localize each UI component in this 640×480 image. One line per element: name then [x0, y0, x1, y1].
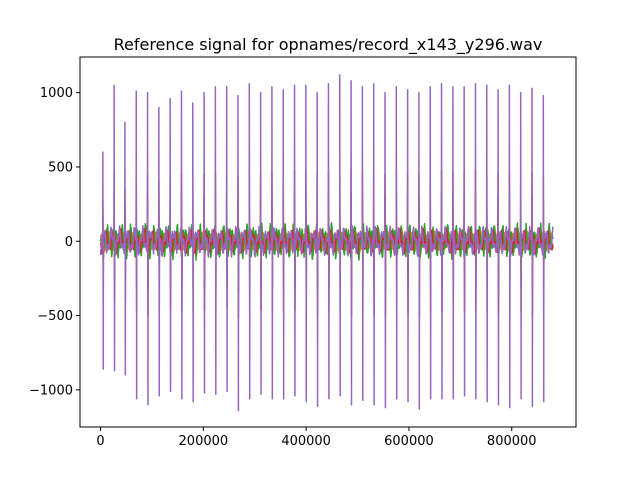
y-tick-label: −1000 [29, 383, 73, 398]
y-tick-label: 0 [65, 235, 73, 250]
y-tick-label: 500 [48, 160, 73, 175]
x-tick-label: 400000 [281, 434, 331, 449]
chart-title: Reference signal for opnames/record_x143… [114, 35, 543, 55]
y-tick-label: −500 [37, 309, 73, 324]
series-line-5 [99, 74, 554, 412]
x-tick-label: 200000 [179, 434, 229, 449]
x-tick-label: 800000 [487, 434, 537, 449]
plot-frame [79, 56, 577, 428]
x-tick-label: 600000 [384, 434, 434, 449]
x-tick-label: 0 [96, 434, 104, 449]
series-layer [99, 74, 554, 412]
y-tick-label: 1000 [40, 86, 73, 101]
axes-layer: 0 200000 400000 600000 800000 1000 500 0 −500 −10… [29, 86, 537, 449]
